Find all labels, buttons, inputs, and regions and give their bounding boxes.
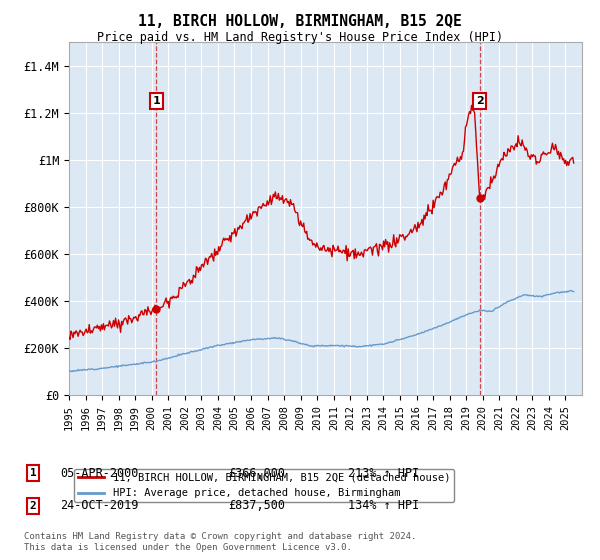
Text: 11, BIRCH HOLLOW, BIRMINGHAM, B15 2QE: 11, BIRCH HOLLOW, BIRMINGHAM, B15 2QE — [138, 14, 462, 29]
Text: 1: 1 — [29, 468, 37, 478]
Legend: 11, BIRCH HOLLOW, BIRMINGHAM, B15 2QE (detached house), HPI: Average price, deta: 11, BIRCH HOLLOW, BIRMINGHAM, B15 2QE (d… — [74, 469, 454, 502]
Text: £366,000: £366,000 — [228, 466, 285, 480]
Text: Contains HM Land Registry data © Crown copyright and database right 2024.
This d: Contains HM Land Registry data © Crown c… — [24, 532, 416, 552]
Text: £837,500: £837,500 — [228, 499, 285, 512]
Text: 134% ↑ HPI: 134% ↑ HPI — [348, 499, 419, 512]
Text: 24-OCT-2019: 24-OCT-2019 — [60, 499, 139, 512]
Text: 1: 1 — [152, 96, 160, 106]
Text: 213% ↑ HPI: 213% ↑ HPI — [348, 466, 419, 480]
Text: Price paid vs. HM Land Registry's House Price Index (HPI): Price paid vs. HM Land Registry's House … — [97, 31, 503, 44]
Text: 2: 2 — [476, 96, 484, 106]
Text: 05-APR-2000: 05-APR-2000 — [60, 466, 139, 480]
Text: 2: 2 — [29, 501, 37, 511]
